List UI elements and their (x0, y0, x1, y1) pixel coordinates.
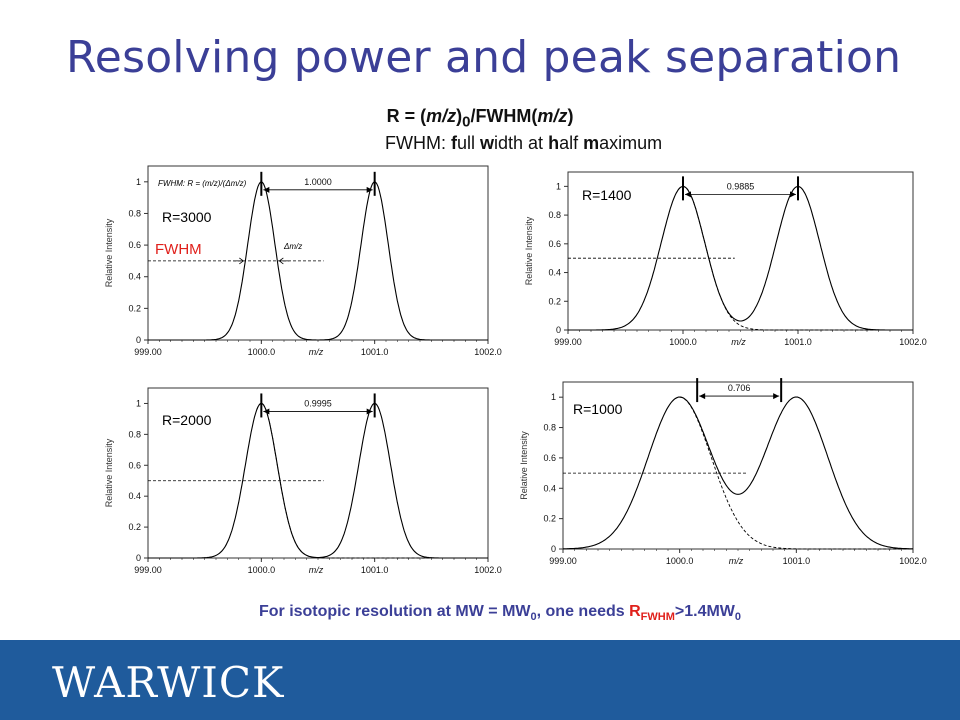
y-tick-label: 0.8 (548, 210, 561, 220)
arrow-head-left (263, 408, 270, 415)
y-tick-label: 1 (551, 392, 556, 402)
y-tick-label: 0 (136, 335, 141, 345)
sum-peak-line (148, 181, 488, 341)
y-tick-label: 0.6 (548, 239, 561, 249)
y-tick-label: 1 (136, 398, 141, 408)
x-tick-label: 999.00 (554, 337, 582, 347)
fwhm-left-arrow (233, 257, 244, 265)
y-tick-label: 0.8 (128, 429, 141, 439)
fwhm-right-arrow (278, 257, 290, 265)
separation-value-label: 0.9885 (727, 181, 755, 191)
separation-value-label: 1.0000 (304, 177, 332, 187)
arrow-head-left (263, 186, 270, 193)
separation-value-label: 0.9995 (304, 398, 332, 408)
y-tick-label: 0.8 (543, 423, 556, 433)
resolution-label: R=1400 (582, 187, 632, 203)
chart-panel-r1400: 0 0.2 0.4 0.6 0.8 1 999.00 1000.0 1001.0 1002.0 m/… (524, 171, 927, 347)
y-tick-label: 0 (136, 553, 141, 563)
x-axis-label: m/z (729, 556, 744, 566)
y-tick-label: 0.2 (128, 303, 141, 313)
single-peak-dashed-line (256, 403, 488, 559)
x-tick-label: 1002.0 (899, 337, 927, 347)
arrow-head-right (773, 393, 780, 400)
x-tick-label: 1000.0 (666, 556, 694, 566)
y-axis-label: Relative Intensity (104, 218, 114, 287)
y-tick-label: 0.2 (543, 514, 556, 524)
x-tick-label: 1001.0 (361, 347, 389, 357)
arrow-head-left (685, 191, 691, 198)
resolution-label: R=2000 (162, 412, 212, 428)
x-tick-label: 999.00 (134, 347, 162, 357)
x-tick-label: 1002.0 (474, 565, 502, 575)
separation-value-label: 0.706 (728, 383, 751, 393)
y-tick-label: 0.2 (128, 522, 141, 532)
y-tick-label: 0.2 (548, 296, 561, 306)
y-axis-label: Relative Intensity (104, 438, 114, 507)
slide-title: Resolving power and peak separation (66, 32, 902, 83)
x-tick-label: 1002.0 (474, 347, 502, 357)
single-peak-dashed-line (678, 185, 913, 331)
x-tick-label: 1000.0 (248, 565, 276, 575)
arrow-head-left (699, 393, 706, 400)
x-tick-label: 1001.0 (783, 556, 811, 566)
sum-peak-line (568, 185, 913, 331)
chart-panel-r3000: 0 0.2 0.4 0.6 0.8 1 999.00 1000.0 1001.0 1002.0 m/… (104, 165, 502, 357)
sum-peak-line (563, 396, 913, 550)
y-axis-label: Relative Intensity (524, 216, 534, 285)
y-tick-label: 0.6 (128, 240, 141, 250)
warwick-logo: WARWICK (52, 658, 285, 707)
y-tick-label: 0.6 (128, 460, 141, 470)
x-tick-label: 1001.0 (361, 565, 389, 575)
x-tick-label: 999.00 (134, 565, 162, 575)
y-tick-label: 0.4 (128, 491, 141, 501)
x-axis-label: m/z (309, 347, 324, 357)
x-tick-label: 1000.0 (248, 347, 276, 357)
arrow-head-right (366, 186, 373, 193)
y-tick-label: 0.6 (543, 453, 556, 463)
y-tick-label: 0.4 (543, 483, 556, 493)
arrow-head-right (790, 191, 796, 198)
y-tick-label: 0.4 (128, 272, 141, 282)
resolution-label: R=1000 (573, 401, 623, 417)
chart-panel-r2000: 0 0.2 0.4 0.6 0.8 1 999.00 1000.0 1001.0 1002.0 m/… (104, 387, 502, 575)
x-tick-label: 999.00 (549, 556, 577, 566)
x-tick-label: 1001.0 (784, 337, 812, 347)
y-axis-label: Relative Intensity (519, 431, 529, 500)
single-peak-dashed-line (674, 396, 913, 550)
resolution-label: R=3000 (162, 209, 212, 225)
y-tick-label: 0.4 (548, 268, 561, 278)
footer-bar: WARWICK (0, 640, 960, 720)
x-tick-label: 1000.0 (669, 337, 697, 347)
y-tick-label: 0 (556, 325, 561, 335)
isotopic-resolution-note: For isotopic resolution at MW = MW0, one… (258, 603, 742, 624)
fwhm-definition: FWHM: full width at half maximum (385, 133, 663, 153)
fwhm-label: FWHM (155, 241, 202, 258)
y-tick-label: 0.8 (128, 208, 141, 218)
arrow-head-right (366, 408, 373, 415)
fwhm-formula-annotation: FWHM: R = (m/z)/(Δm/z) (158, 179, 247, 188)
resolution-formula: R = (m/z)0/FWHM(m/z) (386, 106, 574, 131)
delta-mz-annotation: Δm/z (283, 242, 302, 251)
y-tick-label: 1 (136, 177, 141, 187)
x-tick-label: 1002.0 (899, 556, 927, 566)
x-axis-label: m/z (309, 565, 324, 575)
chart-panel-r1000: 0 0.2 0.4 0.6 0.8 1 999.00 1000.0 1001.0 1002.0 m/… (519, 378, 927, 566)
y-tick-label: 0 (551, 544, 556, 554)
y-tick-label: 1 (556, 181, 561, 191)
x-axis-label: m/z (731, 337, 746, 347)
